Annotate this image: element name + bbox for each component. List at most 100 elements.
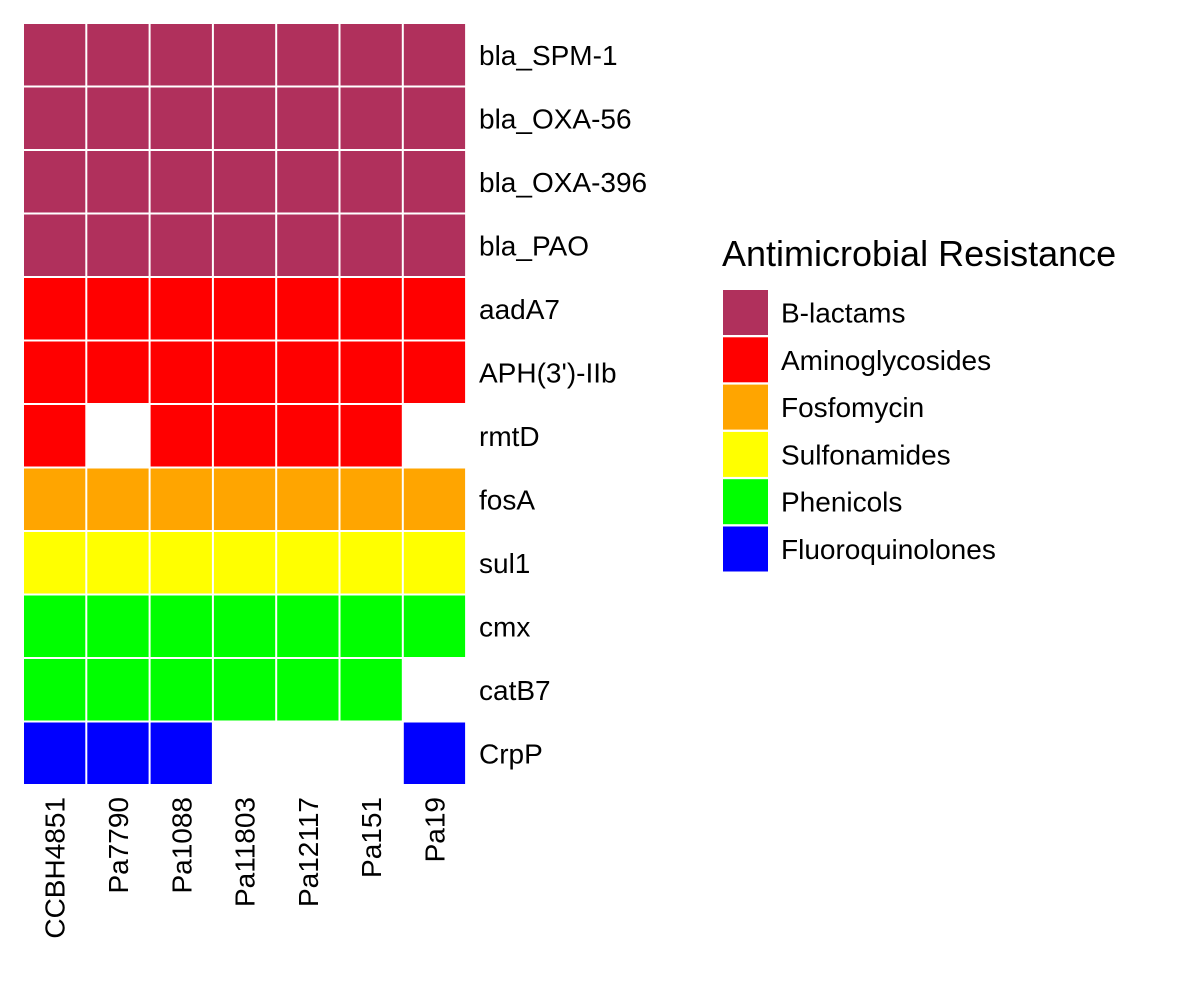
heatmap-cell-sul1-pa12117 — [277, 532, 339, 594]
heatmap-cell-bla-oxa-396-pa11803 — [213, 151, 276, 213]
heatmap-cell-bla-spm-1-pa151 — [340, 24, 402, 86]
heatmap-cell-rmtd-pa1088 — [150, 405, 212, 467]
heatmap-cell-aph-3-iib-pa19 — [403, 341, 466, 403]
row-label-rmtd: rmtD — [479, 421, 540, 452]
legend-label-aminoglycosides: Aminoglycosides — [781, 345, 991, 376]
column-label-ccbh4851: CCBH4851 — [40, 797, 71, 939]
heatmap-cell-catb7-ccbh4851 — [24, 659, 86, 721]
row-label-aada7: aadA7 — [479, 294, 560, 325]
heatmap-cell-bla-pao-ccbh4851 — [24, 214, 86, 276]
heatmap-cell-aada7-pa151 — [340, 278, 402, 340]
heatmap-cell-cmx-pa7790 — [87, 595, 149, 657]
legend-label-sulfonamides: Sulfonamides — [781, 439, 951, 470]
column-label-pa1088: Pa1088 — [166, 797, 197, 894]
heatmap-cell-aada7-pa12117 — [277, 278, 339, 340]
heatmap-cell-sul1-pa19 — [403, 532, 466, 594]
heatmap-cell-bla-pao-pa1088 — [150, 214, 212, 276]
heatmap-cell-fosa-pa11803 — [213, 468, 276, 530]
heatmap-cell-bla-spm-1-pa12117 — [277, 24, 339, 86]
heatmap-cell-cmx-pa12117 — [277, 595, 339, 657]
heatmap-cell-bla-oxa-396-pa151 — [340, 151, 402, 213]
heatmap-cell-bla-spm-1-pa7790 — [87, 24, 149, 86]
heatmap-cell-aada7-pa1088 — [150, 278, 212, 340]
heatmap-cell-sul1-pa1088 — [150, 532, 212, 594]
legend-key-fluoroquinolones — [723, 526, 768, 572]
row-label-sul1: sul1 — [479, 548, 530, 579]
heatmap-cell-bla-oxa-396-ccbh4851 — [24, 151, 86, 213]
row-label-aph-3-iib: APH(3')-IIb — [479, 357, 617, 388]
heatmap-cell-fosa-pa12117 — [277, 468, 339, 530]
heatmap-cell-fosa-pa19 — [403, 468, 466, 530]
heatmap-cell-fosa-pa151 — [340, 468, 402, 530]
heatmap-cell-aada7-pa7790 — [87, 278, 149, 340]
row-label-catb7: catB7 — [479, 675, 551, 706]
heatmap-cell-crpp-ccbh4851 — [24, 722, 86, 784]
legend-items: B-lactams Aminoglycosides Fosfomycin Sulfon… — [723, 290, 996, 572]
heatmap-cell-aada7-pa19 — [403, 278, 466, 340]
heatmap-cell-cmx-pa11803 — [213, 595, 276, 657]
legend-label-b-lactams: B-lactams — [781, 298, 905, 329]
row-label-cmx: cmx — [479, 611, 530, 642]
heatmap-cell-sul1-ccbh4851 — [24, 532, 86, 594]
heatmap-cell-bla-spm-1-pa1088 — [150, 24, 212, 86]
row-label-bla-oxa-56: bla_OXA-56 — [479, 103, 632, 134]
legend-label-phenicols: Phenicols — [781, 487, 902, 518]
heatmap-cell-aph-3-iib-pa12117 — [277, 341, 339, 403]
heatmap-cell-cmx-ccbh4851 — [24, 595, 86, 657]
heatmap-cell-cmx-pa1088 — [150, 595, 212, 657]
heatmap-cell-catb7-pa7790 — [87, 659, 149, 721]
heatmap-cell-bla-pao-pa11803 — [213, 214, 276, 276]
heatmap-cell-bla-oxa-396-pa7790 — [87, 151, 149, 213]
legend-title: Antimicrobial Resistance — [722, 233, 1116, 274]
heatmap-cell-cmx-pa151 — [340, 595, 402, 657]
legend-key-b-lactams — [723, 290, 768, 335]
heatmap-cell-catb7-pa12117 — [277, 659, 339, 721]
heatmap-cell-crpp-pa19 — [403, 722, 466, 784]
heatmap-cell-bla-oxa-56-ccbh4851 — [24, 87, 86, 149]
heatmap-cell-aph-3-iib-pa1088 — [150, 341, 212, 403]
heatmap-cell-fosa-ccbh4851 — [24, 468, 86, 530]
heatmap-cell-bla-oxa-56-pa7790 — [87, 87, 149, 149]
row-labels: bla_SPM-1 bla_OXA-56 bla_OXA-396 bla_PAOaad… — [479, 40, 647, 769]
column-label-pa151: Pa151 — [356, 797, 387, 878]
legend: Antimicrobial Resistance B-lactams Aminog… — [722, 233, 1116, 572]
column-label-pa7790: Pa7790 — [103, 797, 134, 894]
row-label-bla-spm-1: bla_SPM-1 — [479, 40, 618, 71]
heatmap-cells — [24, 24, 466, 784]
heatmap-cell-bla-spm-1-pa11803 — [213, 24, 276, 86]
heatmap-cell-bla-oxa-396-pa19 — [403, 151, 466, 213]
heatmap-cell-aph-3-iib-ccbh4851 — [24, 341, 86, 403]
heatmap-cell-bla-oxa-396-pa12117 — [277, 151, 339, 213]
heatmap-cell-bla-oxa-56-pa12117 — [277, 87, 339, 149]
legend-key-sulfonamides — [723, 431, 768, 477]
column-label-pa12117: Pa12117 — [293, 797, 324, 907]
heatmap-cell-bla-pao-pa7790 — [87, 214, 149, 276]
legend-label-fosfomycin: Fosfomycin — [781, 392, 924, 423]
column-label-pa19: Pa19 — [419, 797, 450, 862]
row-label-bla-oxa-396: bla_OXA-396 — [479, 167, 647, 198]
heatmap-cell-bla-spm-1-pa19 — [403, 24, 466, 86]
column-label-pa11803: Pa11803 — [230, 797, 261, 907]
heatmap-cell-rmtd-ccbh4851 — [24, 405, 86, 467]
legend-key-aminoglycosides — [723, 337, 768, 383]
heatmap-cell-sul1-pa7790 — [87, 532, 149, 594]
row-label-crpp: CrpP — [479, 738, 543, 769]
heatmap-cell-sul1-pa11803 — [213, 532, 276, 594]
heatmap-cell-aph-3-iib-pa11803 — [213, 341, 276, 403]
heatmap-cell-bla-spm-1-ccbh4851 — [24, 24, 86, 86]
column-labels: CCBH4851 Pa7790 Pa1088 Pa11803 Pa12117 Pa151 P… — [40, 797, 451, 939]
heatmap-cell-catb7-pa1088 — [150, 659, 212, 721]
heatmap-cell-bla-oxa-396-pa1088 — [150, 151, 212, 213]
heatmap-cell-crpp-pa1088 — [150, 722, 212, 784]
heatmap-cell-crpp-pa7790 — [87, 722, 149, 784]
legend-key-fosfomycin — [723, 384, 768, 430]
heatmap-cell-bla-oxa-56-pa151 — [340, 87, 402, 149]
heatmap-cell-bla-oxa-56-pa11803 — [213, 87, 276, 149]
heatmap-cell-catb7-pa11803 — [213, 659, 276, 721]
heatmap-cell-catb7-pa151 — [340, 659, 402, 721]
heatmap-cell-aph-3-iib-pa151 — [340, 341, 402, 403]
heatmap-cell-aada7-ccbh4851 — [24, 278, 86, 340]
heatmap-cell-rmtd-pa151 — [340, 405, 402, 467]
heatmap-cell-rmtd-pa12117 — [277, 405, 339, 467]
